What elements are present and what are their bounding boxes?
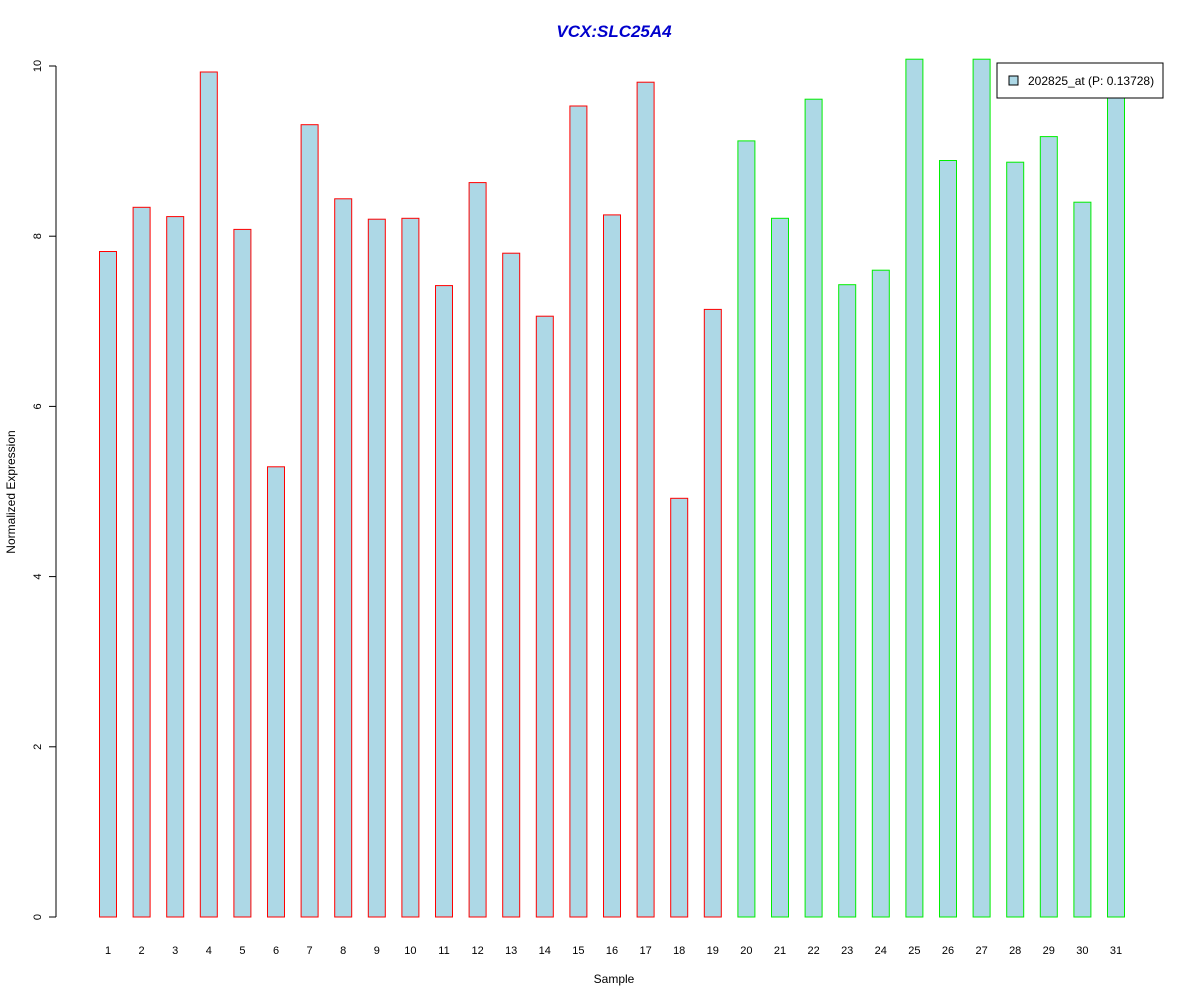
x-tick-label: 23	[841, 945, 853, 957]
x-tick-label: 20	[740, 945, 752, 957]
y-tick-label: 2	[32, 744, 44, 750]
x-tick-label: 10	[404, 945, 416, 957]
bar-11	[435, 285, 453, 918]
bar-2	[132, 206, 151, 918]
x-tick-label: 1	[105, 945, 111, 957]
x-tick-label: 11	[438, 945, 449, 957]
x-tick-label: 17	[639, 945, 651, 957]
x-axis-ticks: 1 2 3 4 5 6 7 8 9 10 11 12 13 14 15 16 17 18 19 20 21 22 23 24 2…	[105, 945, 1122, 957]
bar-28	[1006, 161, 1025, 918]
bar-30	[1073, 201, 1092, 918]
x-tick-label: 28	[1009, 945, 1021, 957]
x-tick-label: 27	[975, 945, 987, 957]
legend-swatch	[1008, 75, 1019, 86]
bar-9	[367, 218, 386, 918]
y-axis-label: Normalized Expression	[4, 430, 18, 553]
bar-16	[603, 214, 621, 918]
chart-title: VCX:SLC25A4	[556, 22, 672, 41]
bar-23	[838, 284, 857, 918]
x-tick-label: 4	[206, 945, 212, 957]
bar-3	[166, 216, 185, 918]
x-tick-label: 30	[1076, 945, 1088, 957]
y-tick-label: 10	[32, 60, 44, 72]
bar-1	[99, 251, 117, 918]
x-tick-label: 14	[539, 945, 551, 957]
bar-24	[871, 269, 890, 918]
x-tick-label: 21	[774, 945, 786, 957]
bar-12	[468, 182, 487, 918]
x-tick-label: 19	[707, 945, 719, 957]
bar-21	[771, 217, 789, 918]
x-axis-label: Sample	[594, 972, 635, 986]
x-tick-label: 22	[807, 945, 819, 957]
bar-27	[972, 58, 991, 918]
y-tick-label: 4	[32, 574, 44, 580]
x-tick-label: 8	[340, 945, 346, 957]
bar-22	[804, 98, 823, 918]
x-tick-label: 15	[572, 945, 584, 957]
bar-5	[233, 228, 252, 918]
y-tick-label: 8	[32, 233, 44, 239]
legend: 202825_at (P: 0.13728)	[996, 62, 1164, 99]
y-axis-ticks: 0 2 4 6 8 10	[32, 60, 56, 920]
x-tick-label: 12	[471, 945, 483, 957]
bar-13	[502, 252, 521, 918]
x-tick-label: 26	[942, 945, 954, 957]
x-tick-label: 2	[139, 945, 145, 957]
x-tick-label: 24	[875, 945, 887, 957]
x-tick-label: 18	[673, 945, 685, 957]
legend-box	[996, 62, 1164, 99]
bar-4	[199, 71, 218, 918]
x-tick-label: 16	[606, 945, 618, 957]
bar-7	[300, 124, 319, 918]
x-tick-label: 13	[505, 945, 517, 957]
x-tick-label: 5	[239, 945, 245, 957]
bar-29	[1039, 136, 1058, 918]
legend-label: 202825_at (P: 0.13728)	[1028, 74, 1154, 88]
y-tick-label: 0	[32, 914, 44, 920]
plot-area	[99, 58, 1125, 918]
bar-26	[939, 160, 957, 918]
y-tick-label: 6	[32, 403, 44, 409]
bar-20	[737, 140, 756, 918]
bar-6	[267, 466, 285, 918]
bar-25	[905, 58, 924, 918]
x-tick-label: 25	[908, 945, 920, 957]
bar-15	[569, 105, 588, 918]
x-tick-label: 31	[1110, 945, 1122, 957]
bar-19	[703, 308, 722, 918]
bar-31	[1107, 91, 1125, 918]
bar-17	[636, 81, 655, 918]
bar-18	[670, 497, 689, 918]
x-tick-label: 7	[307, 945, 313, 957]
bar-8	[334, 198, 353, 918]
x-tick-label: 29	[1043, 945, 1055, 957]
x-tick-label: 9	[374, 945, 380, 957]
bar-10	[401, 217, 420, 918]
bar-14	[535, 315, 554, 918]
x-tick-label: 6	[273, 945, 279, 957]
x-tick-label: 3	[172, 945, 178, 957]
